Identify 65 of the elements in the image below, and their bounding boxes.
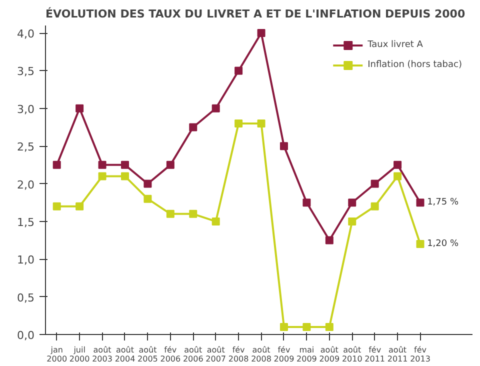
x-tick-label: fév 2009: [274, 346, 294, 364]
point: [348, 217, 356, 226]
point: [166, 160, 174, 169]
point: [189, 123, 198, 132]
point: [76, 202, 84, 210]
y-tick-label: 0,0: [17, 329, 35, 342]
y-tick-label: 1,0: [17, 254, 35, 267]
x-tick-label: août 2008: [251, 346, 272, 364]
point: [189, 210, 198, 218]
point: [280, 322, 288, 331]
point: [302, 322, 311, 331]
point: [98, 160, 106, 169]
point: [52, 160, 61, 169]
chart-title: ÉVOLUTION DES TAUX DU LIVRET A ET DE L'INFLATION DEPUIS 2000: [46, 6, 466, 20]
annotation: 1,75 %: [427, 198, 459, 208]
annotation: 1,20 %: [427, 239, 459, 250]
x-tick-label: jan 2000: [46, 346, 68, 364]
point: [234, 119, 243, 128]
point: [370, 180, 379, 188]
x-tick-label: août 2005: [138, 346, 158, 364]
point: [52, 202, 61, 210]
x-tick-label: fév 2013: [410, 346, 430, 364]
point: [394, 172, 402, 180]
x-tick-label: août 2003: [92, 346, 112, 364]
x-tick-label: août 2007: [206, 346, 226, 364]
y-tick-label: 2,5: [17, 140, 35, 154]
legend-label: Taux livret A: [368, 40, 423, 50]
y-tick-label: 1,5: [17, 216, 35, 229]
point: [212, 104, 220, 112]
x-tick-label: juil 2000: [69, 346, 90, 364]
point: [257, 29, 266, 38]
point: [416, 198, 424, 207]
x-tick-label: fév 2011: [364, 346, 386, 364]
x-tick-label: août 2009: [319, 346, 340, 364]
y-tick-label: 0,5: [17, 291, 35, 304]
y-tick-label: 3,0: [17, 102, 35, 116]
point: [280, 142, 288, 150]
point: [234, 66, 243, 75]
point: [370, 202, 379, 210]
point: [257, 119, 266, 128]
point: [166, 210, 174, 218]
x-tick-label: août 2006: [182, 346, 204, 364]
y-tick-label: 2,0: [17, 178, 35, 192]
y-tick-label: 4,0: [17, 28, 35, 41]
point: [120, 160, 129, 169]
point: [394, 160, 402, 169]
point: [302, 198, 311, 207]
point: [212, 217, 220, 226]
legend-label: Inflation (hors tabac): [368, 60, 462, 70]
point: [144, 180, 152, 188]
point: [98, 172, 106, 180]
x-tick-label: août 2010: [342, 346, 362, 364]
x-tick-label: fév 2006: [160, 346, 181, 364]
x-tick-label: août 2004: [114, 346, 136, 364]
point: [76, 104, 84, 112]
point: [144, 194, 152, 203]
x-tick-label: fév 2008: [228, 346, 249, 364]
x-tick-label: août 2011: [387, 346, 408, 364]
point: [348, 198, 356, 207]
point: [325, 236, 334, 244]
point: [325, 322, 334, 331]
y-tick-label: 3,5: [17, 65, 35, 78]
point: [120, 172, 129, 180]
point: [416, 240, 424, 248]
x-tick-label: mai 2009: [296, 346, 317, 364]
